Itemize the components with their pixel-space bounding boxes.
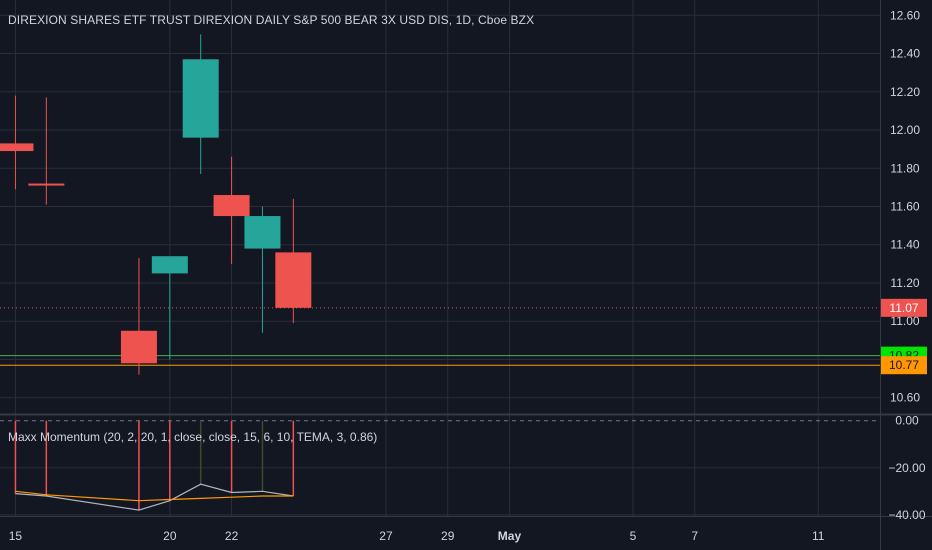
candle-body (0, 143, 34, 152)
price-tick-label: 12.40 (890, 47, 920, 61)
indicator-tick-label: −20.00 (888, 461, 925, 475)
indicator-tick-label: 0.00 (895, 414, 919, 428)
price-tick-label: 11.80 (890, 161, 919, 175)
price-label-11.07: 11.07 (889, 301, 918, 315)
price-tick-label: 11.00 (890, 314, 919, 328)
price-tick-label: 12.20 (890, 85, 920, 99)
candle-body (120, 330, 157, 364)
price-tick-label: 10.60 (890, 391, 920, 405)
momentum-series-line (15, 490, 294, 502)
indicator-tick-label: −40.00 (888, 508, 925, 522)
time-tick-label: 20 (163, 529, 177, 543)
candle-body (244, 216, 281, 249)
indicator-label: Maxx Momentum (20, 2, 20, 1, close, clos… (8, 430, 378, 444)
time-tick-label: 29 (441, 529, 455, 543)
price-label-box (881, 356, 927, 375)
candle-body (275, 252, 312, 308)
price-label-10.77: 10.77 (889, 358, 919, 372)
time-tick-label: 15 (9, 529, 23, 543)
candle-body (213, 195, 250, 217)
time-tick-label: May (498, 529, 522, 543)
time-tick-label: 7 (691, 529, 698, 543)
candle-body (28, 183, 65, 186)
price-label-box (881, 298, 927, 317)
momentum-series-line (15, 483, 294, 511)
time-tick-label: 5 (630, 529, 637, 543)
candle-body (182, 59, 219, 138)
time-tick-label: 27 (379, 529, 393, 543)
price-tick-label: 12.60 (890, 8, 920, 22)
time-tick-label: 11 (812, 529, 825, 543)
price-tick-label: 11.20 (890, 276, 919, 290)
time-tick-label: 22 (225, 529, 239, 543)
price-tick-label: 11.40 (890, 238, 919, 252)
chart-title: DIREXION SHARES ETF TRUST DIREXION DAILY… (8, 13, 535, 27)
price-tick-label: 11.60 (890, 200, 919, 214)
price-tick-label: 12.00 (890, 123, 920, 137)
candle-body (151, 256, 188, 274)
